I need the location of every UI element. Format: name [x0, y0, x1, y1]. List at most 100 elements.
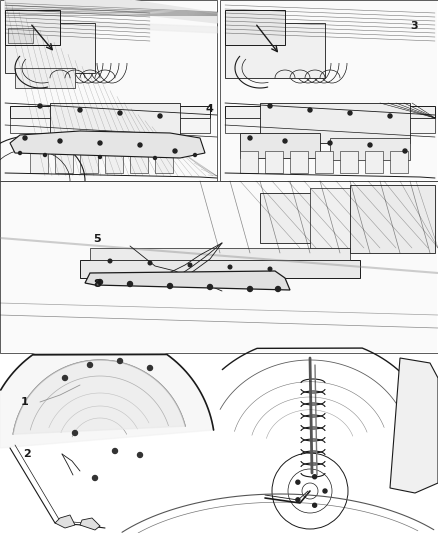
Circle shape — [148, 261, 152, 265]
Circle shape — [388, 114, 392, 118]
Bar — [310, 188, 370, 248]
Bar — [350, 185, 435, 253]
Text: 4: 4 — [205, 104, 213, 114]
Circle shape — [92, 475, 98, 481]
Circle shape — [328, 141, 332, 145]
Polygon shape — [0, 353, 214, 448]
Bar — [240, 151, 258, 173]
Circle shape — [43, 154, 46, 157]
Text: 3: 3 — [410, 21, 418, 30]
Bar — [80, 260, 360, 278]
Circle shape — [153, 157, 156, 159]
Polygon shape — [390, 358, 438, 493]
Text: 8: 8 — [93, 279, 101, 288]
Circle shape — [113, 448, 117, 454]
Bar — [1, 1, 216, 180]
Bar — [330, 138, 410, 160]
Polygon shape — [5, 0, 217, 23]
Circle shape — [296, 498, 300, 502]
Polygon shape — [13, 360, 185, 434]
Circle shape — [348, 111, 352, 115]
Circle shape — [158, 114, 162, 118]
Circle shape — [228, 265, 232, 269]
Bar — [1, 182, 437, 352]
Bar — [5, 10, 60, 45]
Bar — [265, 151, 283, 173]
Bar — [225, 23, 325, 78]
Bar — [315, 151, 333, 173]
Circle shape — [38, 104, 42, 108]
Polygon shape — [55, 515, 75, 528]
Polygon shape — [5, 18, 217, 33]
Circle shape — [63, 376, 67, 381]
Circle shape — [268, 104, 272, 108]
Circle shape — [276, 287, 280, 292]
Circle shape — [99, 156, 102, 158]
Circle shape — [98, 141, 102, 145]
Bar — [221, 1, 437, 180]
Bar — [10, 106, 210, 118]
Circle shape — [173, 149, 177, 153]
Circle shape — [58, 139, 62, 143]
Circle shape — [118, 111, 122, 115]
Polygon shape — [85, 271, 290, 290]
Bar — [30, 151, 48, 173]
Polygon shape — [80, 518, 100, 530]
Circle shape — [78, 108, 82, 112]
Bar — [365, 151, 383, 173]
Text: 5: 5 — [93, 234, 101, 244]
Circle shape — [23, 136, 27, 140]
Circle shape — [368, 143, 372, 147]
Circle shape — [194, 154, 197, 157]
Text: 1: 1 — [20, 398, 28, 407]
Circle shape — [117, 359, 123, 364]
Circle shape — [313, 475, 317, 479]
Bar — [0, 0, 217, 181]
Circle shape — [127, 281, 133, 287]
Bar — [340, 151, 358, 173]
Circle shape — [323, 489, 327, 493]
Circle shape — [98, 279, 102, 285]
Bar — [290, 151, 308, 173]
Bar — [225, 106, 435, 118]
Bar — [15, 68, 75, 88]
Circle shape — [248, 136, 252, 140]
Circle shape — [283, 139, 287, 143]
Bar — [90, 248, 350, 260]
Circle shape — [18, 151, 21, 155]
Bar — [80, 151, 98, 173]
Circle shape — [313, 503, 317, 507]
Bar — [225, 10, 285, 45]
Bar — [130, 151, 148, 173]
Circle shape — [268, 267, 272, 271]
Bar — [50, 103, 180, 143]
Circle shape — [296, 480, 300, 484]
Bar — [220, 0, 438, 181]
Circle shape — [148, 366, 152, 370]
Circle shape — [208, 285, 212, 289]
Bar — [105, 151, 123, 173]
Bar — [155, 151, 173, 173]
Circle shape — [188, 263, 192, 267]
Circle shape — [167, 284, 173, 288]
Bar — [390, 151, 408, 173]
Circle shape — [138, 143, 142, 147]
Bar — [240, 133, 320, 158]
Bar — [260, 193, 340, 243]
Bar — [8, 28, 33, 43]
Circle shape — [403, 149, 407, 153]
Circle shape — [138, 453, 142, 457]
Circle shape — [73, 431, 78, 435]
Bar — [225, 118, 435, 133]
Bar — [260, 103, 410, 143]
Circle shape — [247, 287, 252, 292]
Circle shape — [308, 108, 312, 112]
Circle shape — [88, 362, 92, 367]
Bar — [10, 118, 210, 133]
Bar — [5, 23, 95, 73]
Bar — [55, 151, 73, 173]
Polygon shape — [10, 131, 205, 158]
Circle shape — [108, 259, 112, 263]
Bar — [0, 181, 438, 353]
Text: 2: 2 — [23, 449, 31, 459]
